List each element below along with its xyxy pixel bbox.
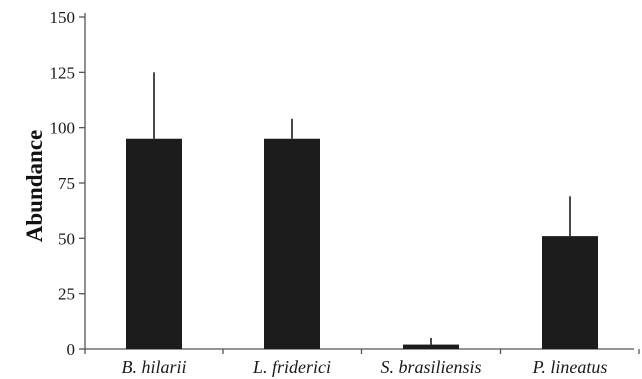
y-axis-title: Abundance [22,130,47,242]
x-tick-label: L. friderici [252,357,331,377]
bar [126,138,182,349]
y-tick-label: 125 [50,63,76,82]
x-tick-label: S. brasiliensis [380,357,481,377]
bar [403,344,459,349]
plot-area: 0 25 50 75 100 125 150 B. hilarii L. friderici S.… [50,8,640,377]
y-tick-label: 50 [58,229,75,248]
y-tick-label: 25 [58,285,75,304]
y-tick-label: 100 [50,119,76,138]
y-tick-label: 150 [50,8,76,27]
x-tick-label: B. hilarii [121,357,186,377]
x-tick-label: P. lineatus [532,357,608,377]
bar [264,138,320,349]
y-tick-label: 75 [58,174,75,193]
bar [542,236,598,349]
y-tick-label: 0 [67,340,76,359]
